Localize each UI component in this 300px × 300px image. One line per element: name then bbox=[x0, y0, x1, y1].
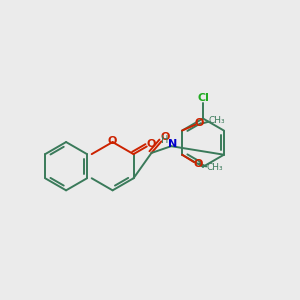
Text: O: O bbox=[147, 139, 156, 149]
Text: CH₃: CH₃ bbox=[206, 163, 223, 172]
Text: CH₃: CH₃ bbox=[208, 116, 225, 125]
Text: O: O bbox=[193, 158, 203, 169]
Text: N: N bbox=[168, 139, 177, 149]
Text: Cl: Cl bbox=[197, 93, 209, 103]
Text: O: O bbox=[160, 132, 170, 142]
Text: O: O bbox=[195, 118, 204, 128]
Text: H: H bbox=[161, 135, 168, 145]
Text: O: O bbox=[107, 136, 116, 146]
